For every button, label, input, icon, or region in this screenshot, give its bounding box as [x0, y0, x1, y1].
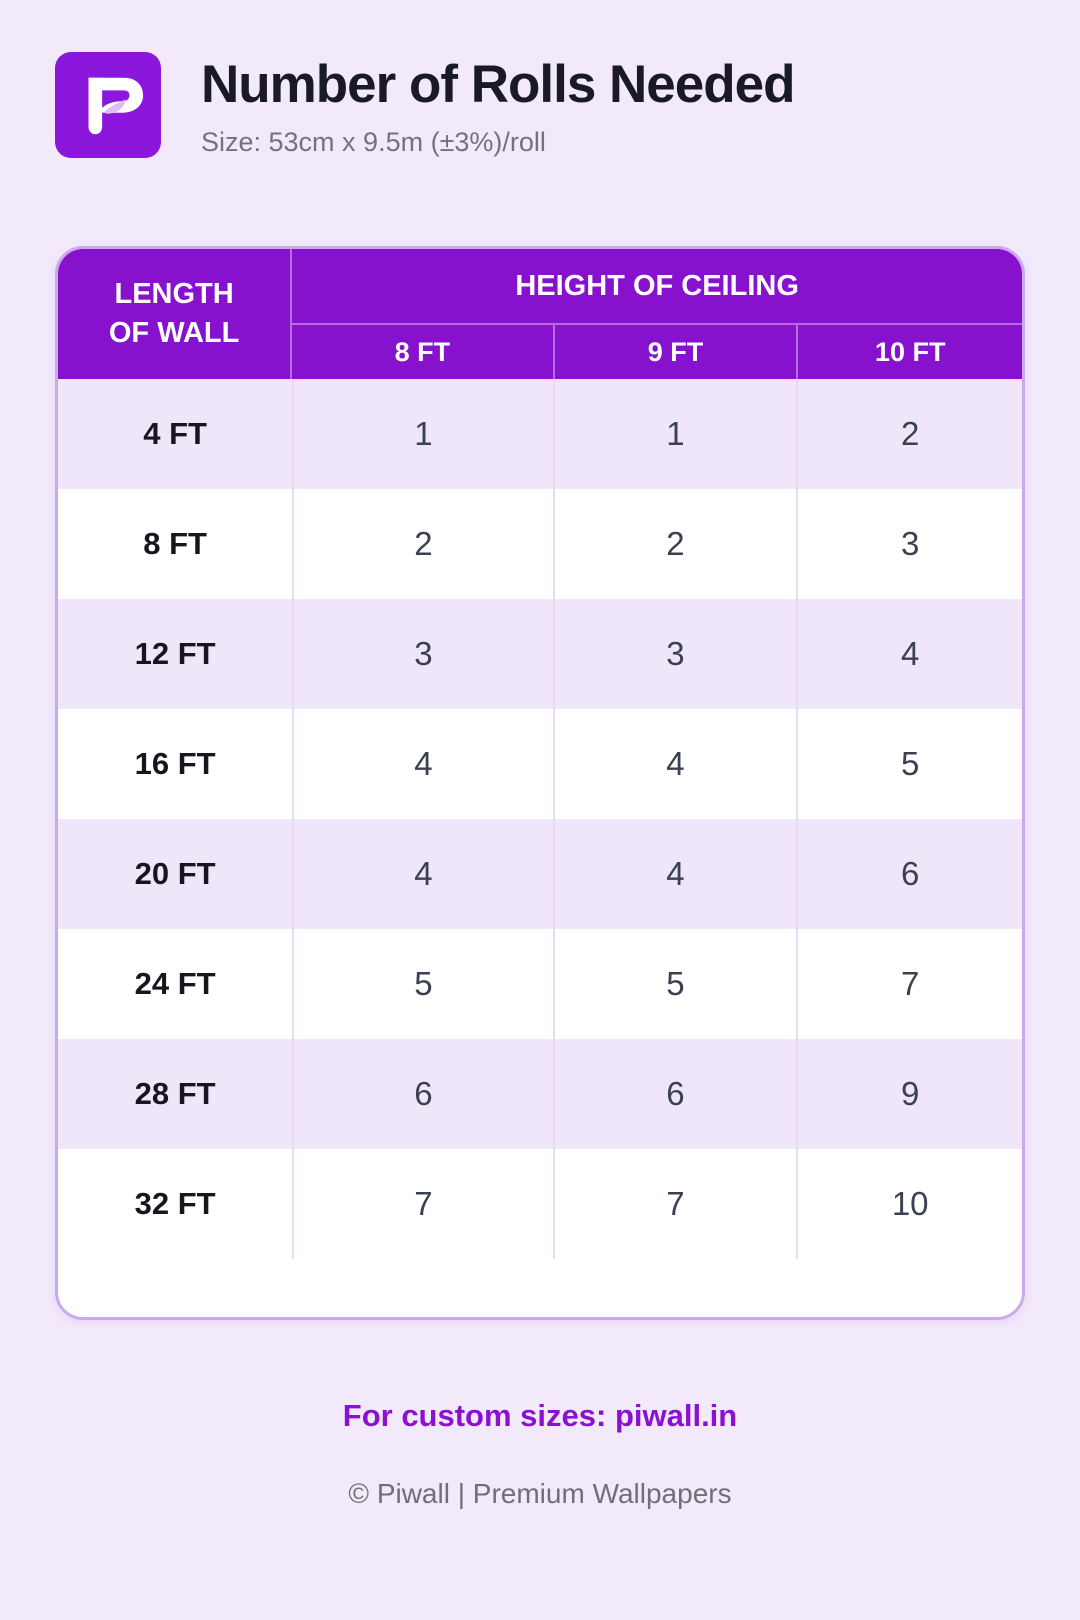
table-row: 16 FT 4 4 5 [58, 709, 1022, 820]
table-cell: 5 [292, 929, 552, 1040]
card-bottom-padding [58, 1259, 1022, 1318]
custom-sizes-link[interactable]: For custom sizes: piwall.in [342, 1398, 738, 1434]
column-header-10ft: 10 FT [796, 325, 1022, 380]
table-row: 32 FT 7 7 10 [58, 1149, 1022, 1260]
page-subtitle: Size: 53cm x 9.5m (±3%)/roll [201, 127, 546, 158]
row-label: 24 FT [134, 966, 216, 1002]
table-cell: 10 [796, 1149, 1022, 1260]
table-header: LENGTH OF WALL HEIGHT OF CEILING 8 FT 9 … [58, 249, 1022, 380]
page-header: Number of Rolls Needed Size: 53cm x 9.5m… [0, 0, 1080, 158]
table-cell: 2 [552, 489, 797, 600]
table-cell: 7 [292, 1149, 552, 1260]
table-row: 28 FT 6 6 9 [58, 1039, 1022, 1150]
table-cell: 1 [552, 379, 797, 490]
row-label: 16 FT [134, 746, 216, 782]
row-label: 20 FT [134, 856, 216, 892]
column-group-header: HEIGHT OF CEILING [292, 249, 1022, 326]
table-row: 8 FT 2 2 3 [58, 489, 1022, 600]
table-cell: 4 [292, 819, 552, 930]
row-label: 8 FT [143, 526, 207, 562]
table-cell: 4 [292, 709, 552, 820]
table-cell: 4 [552, 709, 797, 820]
table-cell: 7 [796, 929, 1022, 1040]
table-cell: 6 [552, 1039, 797, 1150]
column-header-8ft: 8 FT [394, 336, 451, 367]
logo-p-icon [88, 77, 144, 135]
table-row: 24 FT 5 5 7 [58, 929, 1022, 1040]
table-cell: 6 [796, 819, 1022, 930]
table-cell: 2 [292, 489, 552, 600]
table-cell: 2 [796, 379, 1022, 490]
table-cell: 6 [292, 1039, 552, 1150]
row-label: 4 FT [143, 416, 207, 452]
table-cell: 4 [796, 599, 1022, 710]
table-cell: 5 [552, 929, 797, 1040]
table-cell: 5 [796, 709, 1022, 820]
page-title: Number of Rolls Needed [201, 55, 795, 114]
table-cell: 3 [292, 599, 552, 710]
table-cell: 7 [552, 1149, 797, 1260]
table-row: 20 FT 4 4 6 [58, 819, 1022, 930]
row-label: 28 FT [134, 1076, 216, 1112]
rolls-table-card: LENGTH OF WALL HEIGHT OF CEILING 8 FT 9 … [55, 246, 1025, 1321]
table-cell: 1 [292, 379, 552, 490]
table-cell: 3 [796, 489, 1022, 600]
table-cell: 9 [796, 1039, 1022, 1150]
corner-header: LENGTH OF WALL [58, 249, 293, 380]
table-cell: 4 [552, 819, 797, 930]
table-row: 4 FT 1 1 2 [58, 379, 1022, 490]
copyright-text: © Piwall | Premium Wallpapers [348, 1478, 732, 1510]
column-header-9ft: 9 FT [552, 325, 797, 380]
table-cell: 3 [552, 599, 797, 710]
row-label: 32 FT [134, 1186, 216, 1222]
title-block: Number of Rolls Needed Size: 53cm x 9.5m… [201, 52, 795, 158]
row-label: 12 FT [134, 636, 216, 672]
piwall-logo [55, 52, 161, 158]
table-row: 12 FT 3 3 4 [58, 599, 1022, 710]
table-body: 4 FT 1 1 2 8 FT 2 2 3 12 FT 3 3 4 16 FT … [58, 379, 1022, 1260]
